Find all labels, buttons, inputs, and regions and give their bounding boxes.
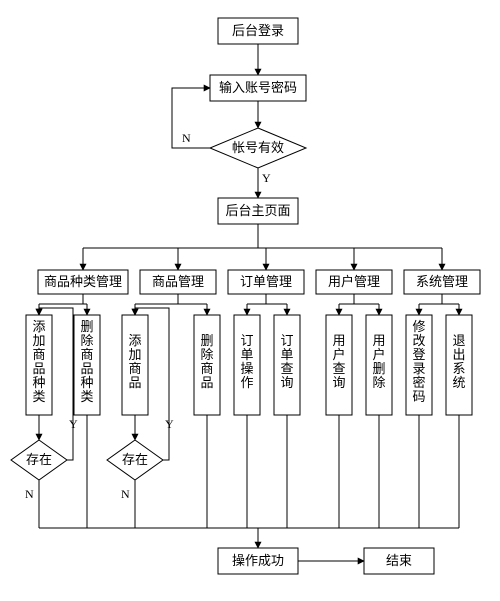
node-label-chg_pw: 改 xyxy=(412,333,425,348)
node-label-exit: 系 xyxy=(452,361,465,376)
edge-label: N xyxy=(182,131,191,145)
edge-label: Y xyxy=(69,417,78,431)
node-label-chg_pw: 密 xyxy=(412,375,425,390)
node-label-order_op: 订 xyxy=(240,333,253,348)
node-label-user_del: 户 xyxy=(372,347,385,362)
node-label-prod_mgmt: 商品管理 xyxy=(152,274,204,289)
node-label-sys_mgmt: 系统管理 xyxy=(416,274,468,289)
node-label-valid: 帐号有效 xyxy=(232,140,284,155)
node-label-del_cat: 删 xyxy=(80,319,93,334)
node-label-order_q: 订 xyxy=(280,333,293,348)
node-label-user_del: 用 xyxy=(372,333,385,348)
node-label-order_q: 查 xyxy=(280,361,293,376)
node-label-input_pw: 输入账号密码 xyxy=(219,80,297,95)
node-label-add_cat: 商 xyxy=(32,347,45,362)
node-label-add_prod: 商 xyxy=(128,361,141,376)
node-label-del_cat: 品 xyxy=(80,361,93,376)
node-label-exit: 出 xyxy=(452,347,465,362)
node-label-add_cat: 加 xyxy=(32,333,45,348)
node-label-chg_pw: 码 xyxy=(412,389,425,404)
edge-label: N xyxy=(121,487,130,501)
node-label-del_prod: 品 xyxy=(200,375,213,390)
node-label-exit: 退 xyxy=(452,333,465,348)
node-label-success: 操作成功 xyxy=(232,553,284,568)
node-label-order_mgmt: 订单管理 xyxy=(240,274,292,289)
edge xyxy=(172,88,210,148)
flowchart-canvas: Y N Y Y N N 后台登录输入账号密码帐号有效后台主页面商品种类管理 商品管理 订单管理… xyxy=(0,0,500,601)
node-label-chg_pw: 修 xyxy=(412,319,425,334)
node-label-del_prod: 除 xyxy=(200,347,213,362)
node-label-order_op: 单 xyxy=(240,347,253,362)
node-label-user_q: 用 xyxy=(332,333,345,348)
node-label-add_cat: 类 xyxy=(32,389,45,404)
node-label-cat_mgmt: 商品种类管理 xyxy=(44,274,122,289)
node-label-del_prod: 商 xyxy=(200,361,213,376)
node-label-order_op: 作 xyxy=(240,375,253,390)
edge-label: N xyxy=(25,487,34,501)
node-label-exist1: 存在 xyxy=(26,452,52,467)
node-label-login: 后台登录 xyxy=(232,23,284,38)
node-label-add_cat: 品 xyxy=(32,361,45,376)
node-label-order_q: 单 xyxy=(280,347,293,362)
node-label-del_cat: 除 xyxy=(80,333,93,348)
node-label-home: 后台主页面 xyxy=(225,203,290,218)
node-label-user_mgmt: 用户管理 xyxy=(328,274,380,289)
node-label-order_op: 操 xyxy=(240,361,253,376)
node-label-add_prod: 品 xyxy=(128,375,141,390)
edge-label: Y xyxy=(165,417,174,431)
node-label-user_del: 删 xyxy=(372,361,385,376)
node-label-del_cat: 种 xyxy=(80,375,93,390)
node-label-user_del: 除 xyxy=(372,375,385,390)
node-label-chg_pw: 登 xyxy=(412,347,425,362)
node-label-user_q: 查 xyxy=(332,361,345,376)
node-label-chg_pw: 录 xyxy=(412,361,425,376)
edge-label: Y xyxy=(262,171,271,185)
node-label-user_q: 询 xyxy=(332,375,345,390)
node-label-add_prod: 添 xyxy=(128,333,141,348)
node-label-del_cat: 商 xyxy=(80,347,93,362)
node-label-add_cat: 种 xyxy=(32,375,45,390)
node-label-add_prod: 加 xyxy=(128,347,141,362)
node-label-order_q: 询 xyxy=(280,375,293,390)
node-label-add_cat: 添 xyxy=(32,319,45,334)
node-label-exist2: 存在 xyxy=(122,452,148,467)
node-label-exit: 统 xyxy=(452,375,465,390)
node-label-del_prod: 删 xyxy=(200,333,213,348)
node-label-user_q: 户 xyxy=(332,347,345,362)
node-label-del_cat: 类 xyxy=(80,389,93,404)
node-label-end: 结束 xyxy=(386,553,412,568)
